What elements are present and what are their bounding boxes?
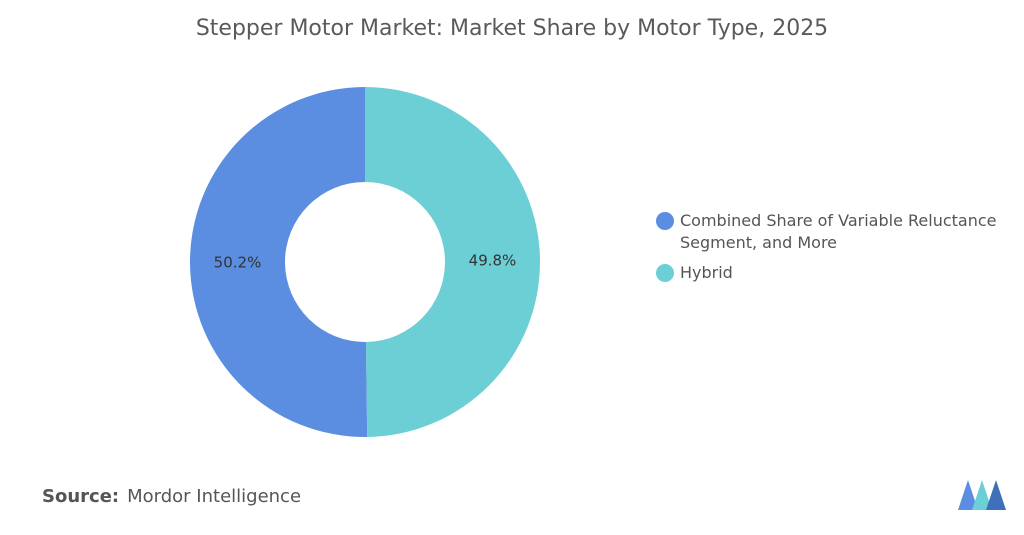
slice xyxy=(190,87,368,437)
legend-label: Combined Share of Variable Reluctance Se… xyxy=(680,211,997,252)
legend-marker xyxy=(656,264,674,282)
slice xyxy=(365,86,541,437)
footer: Source: Mordor Intelligence xyxy=(42,486,301,507)
value-label: 49.8% xyxy=(469,252,517,270)
legend-label: Hybrid xyxy=(680,263,733,282)
source: Mordor Intelligence xyxy=(127,486,302,507)
legend-item: Combined Share of Variable Reluctance Se… xyxy=(656,210,1016,254)
chart-title: Stepper Motor Market: Market Share by Mo… xyxy=(195,16,829,41)
legend: Combined Share of Variable Reluctance Se… xyxy=(656,210,1016,292)
legend-marker xyxy=(656,212,674,230)
legend-item: Hybrid xyxy=(656,262,1016,284)
source-label: Source: xyxy=(42,486,120,507)
logo xyxy=(958,480,1006,510)
value-label: 50.2% xyxy=(214,253,262,271)
